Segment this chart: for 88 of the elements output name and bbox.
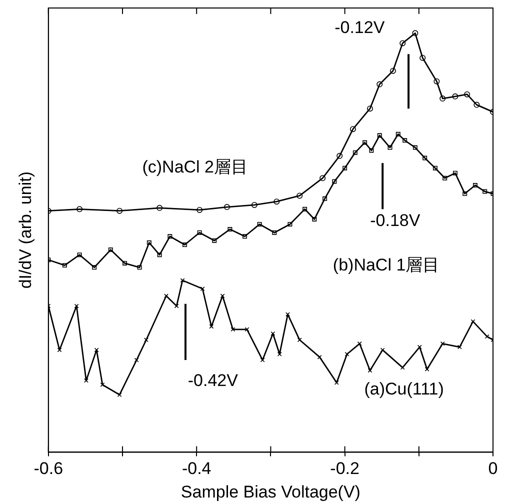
point: [377, 133, 382, 138]
point: [62, 263, 67, 268]
point: [457, 344, 462, 350]
point: [434, 78, 440, 84]
point: [472, 183, 478, 188]
point: [366, 106, 373, 112]
point: [157, 252, 162, 258]
point: [332, 179, 337, 184]
point: [244, 327, 250, 332]
point: [402, 138, 408, 143]
point: [92, 265, 97, 270]
point: [228, 227, 232, 232]
point: [74, 304, 79, 308]
point: [342, 166, 348, 170]
series-label: (c)NaCl 2層目: [142, 158, 248, 177]
point: [288, 222, 292, 226]
point: [422, 156, 428, 160]
point: [352, 150, 358, 155]
point: [180, 278, 185, 283]
point: [412, 145, 418, 150]
point: [209, 324, 214, 329]
point: [144, 338, 148, 342]
x-tick-label: -0.6: [34, 459, 64, 478]
x-axis-title: Sample Bias Voltage(V): [180, 482, 360, 502]
point: [100, 382, 105, 387]
point: [320, 175, 326, 182]
point: [322, 196, 328, 201]
point: [336, 152, 343, 159]
point: [400, 40, 406, 46]
x-tick-label: -0.2: [330, 459, 360, 478]
point: [230, 327, 236, 332]
series-label: (a)Cu(111): [364, 380, 444, 399]
point: [362, 140, 368, 145]
point: [452, 93, 458, 100]
point: [182, 242, 187, 248]
point: [388, 145, 392, 150]
point: [94, 348, 99, 352]
point: [197, 230, 202, 235]
point: [196, 206, 203, 213]
x-tick-label: 0: [488, 459, 498, 478]
annotation: -0.12V: [334, 18, 386, 38]
point: [376, 81, 383, 88]
point: [417, 344, 422, 350]
point: [396, 132, 400, 136]
point: [76, 206, 83, 212]
point: [440, 96, 446, 102]
point: [220, 294, 225, 298]
point: [224, 204, 230, 210]
point: [270, 331, 276, 336]
point: [272, 230, 277, 235]
point: [390, 68, 396, 74]
point: [242, 234, 248, 239]
point: [274, 198, 280, 205]
point: [369, 148, 374, 153]
point: [420, 54, 426, 61]
point: [412, 30, 418, 36]
text: (b)NaCl 1層目: [332, 255, 440, 274]
point: [474, 102, 480, 108]
point: [212, 238, 217, 243]
point: [442, 176, 448, 180]
annotation: -0.18V: [370, 210, 421, 230]
point: [350, 126, 356, 132]
point: [312, 216, 317, 222]
annotation: -0.42V: [188, 370, 239, 390]
point: [296, 192, 303, 199]
point: [116, 208, 123, 214]
point: [146, 240, 152, 245]
point: [286, 312, 290, 317]
point: [137, 265, 142, 270]
point: [424, 366, 430, 372]
point: [257, 222, 262, 226]
y-axis-title: dI/dV (arb. unit): [16, 172, 35, 289]
point: [302, 206, 308, 212]
point: [452, 170, 458, 176]
point: [251, 202, 258, 208]
point: [156, 204, 163, 211]
point: [432, 166, 438, 170]
point: [77, 252, 82, 258]
point: [84, 378, 88, 383]
point: [462, 191, 468, 196]
point: [277, 352, 282, 356]
x-tick-label: -0.4: [182, 459, 212, 478]
point: [482, 189, 488, 194]
point: [122, 260, 127, 266]
point: [108, 248, 113, 252]
point: [200, 286, 205, 292]
point: [464, 91, 470, 98]
point: [168, 234, 172, 239]
